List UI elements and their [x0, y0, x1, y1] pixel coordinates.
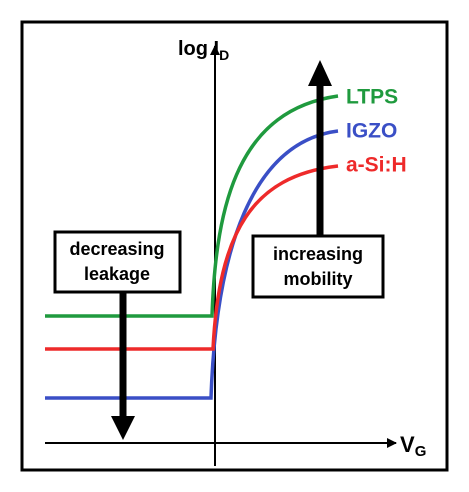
- box-text: mobility: [283, 269, 352, 289]
- mobility-box: [251, 234, 385, 299]
- curve-label: a-Si:H: [346, 154, 407, 177]
- up-arrow-head: [308, 60, 332, 86]
- curve-label: LTPS: [346, 86, 398, 109]
- x-axis-label: VG: [400, 432, 426, 460]
- leakage-box: [53, 230, 182, 294]
- down-arrow-head: [111, 416, 135, 440]
- curve-label: IGZO: [346, 120, 397, 143]
- box-text: leakage: [84, 264, 150, 284]
- x-axis-label-main: V: [400, 432, 415, 457]
- curve: [45, 129, 339, 400]
- curve: [45, 94, 339, 318]
- y-axis-label: log ID: [178, 38, 229, 62]
- x-axis-label-sub: G: [415, 443, 427, 460]
- curve: [45, 164, 339, 351]
- box-text: decreasing: [69, 239, 164, 259]
- y-axis-label-sub: D: [219, 47, 229, 63]
- y-axis-label-main: log I: [178, 38, 219, 60]
- box-text: increasing: [273, 244, 363, 264]
